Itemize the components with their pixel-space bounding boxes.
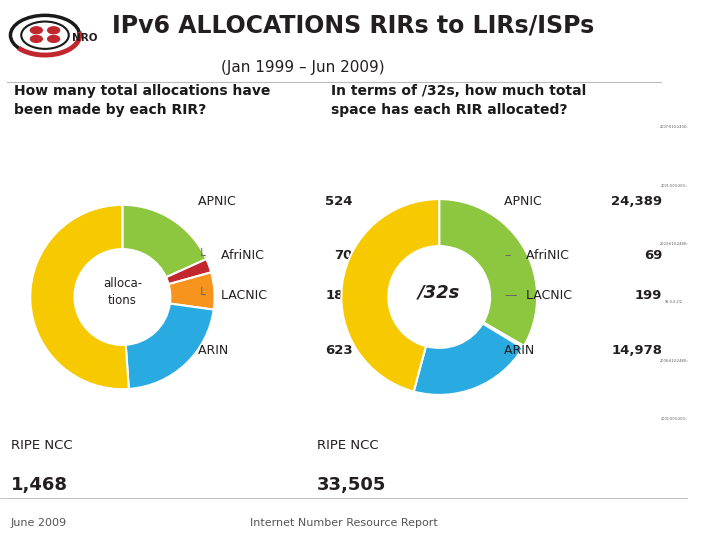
Text: 1,468: 1,468 <box>11 476 68 494</box>
Wedge shape <box>341 199 439 392</box>
Text: 187: 187 <box>325 289 353 302</box>
Circle shape <box>48 27 60 33</box>
Text: 24,389: 24,389 <box>611 195 662 208</box>
Text: 623: 623 <box>325 344 353 357</box>
Text: Number Resource Organization: Number Resource Organization <box>701 208 707 332</box>
Text: 2007:610:2400::: 2007:610:2400:: <box>660 125 688 129</box>
Text: AfriNIC: AfriNIC <box>221 249 268 262</box>
Circle shape <box>30 27 42 33</box>
Wedge shape <box>168 272 215 309</box>
Wedge shape <box>414 323 523 395</box>
Text: In terms of /32s, how much total
space has each RIR allocated?: In terms of /32s, how much total space h… <box>331 84 587 117</box>
Text: –: – <box>504 249 510 262</box>
Wedge shape <box>482 323 523 348</box>
Text: 14,978: 14,978 <box>611 344 662 357</box>
Text: APNIC: APNIC <box>504 195 546 208</box>
Wedge shape <box>126 303 214 389</box>
Text: alloca-
tions: alloca- tions <box>103 278 142 307</box>
Circle shape <box>30 36 42 42</box>
Text: RIPE NCC: RIPE NCC <box>317 438 379 451</box>
Text: LACNIC: LACNIC <box>221 289 271 302</box>
Text: 524: 524 <box>325 195 353 208</box>
Text: —: — <box>504 289 516 302</box>
Text: Internet Number Resource Report: Internet Number Resource Report <box>250 517 438 528</box>
Text: (Jan 1999 – Jun 2009): (Jan 1999 – Jun 2009) <box>221 59 385 75</box>
Wedge shape <box>122 205 207 277</box>
Text: /32s: /32s <box>418 283 460 301</box>
Text: June 2009: June 2009 <box>10 517 66 528</box>
Text: 2001:503:203::: 2001:503:203:: <box>660 184 688 187</box>
Text: 2001:503:203::: 2001:503:203:: <box>660 417 688 421</box>
Text: 2003:610:2480::: 2003:610:2480:: <box>660 242 688 246</box>
Text: LACNIC: LACNIC <box>526 289 576 302</box>
Text: 95.0.0.2/2: 95.0.0.2/2 <box>665 300 683 304</box>
Wedge shape <box>30 205 129 389</box>
Text: How many total allocations have
been made by each RIR?: How many total allocations have been mad… <box>14 84 271 117</box>
Wedge shape <box>483 322 524 347</box>
Text: └: └ <box>198 249 205 262</box>
Text: 70: 70 <box>334 249 353 262</box>
Wedge shape <box>439 199 537 346</box>
Text: 69: 69 <box>644 249 662 262</box>
Wedge shape <box>166 259 211 284</box>
Text: └: └ <box>198 289 205 302</box>
Text: ARIN: ARIN <box>198 344 233 357</box>
Text: APNIC: APNIC <box>198 195 240 208</box>
Text: RIPE NCC: RIPE NCC <box>11 438 73 451</box>
Circle shape <box>48 36 60 42</box>
Text: 33,505: 33,505 <box>317 476 386 494</box>
Text: ARIN: ARIN <box>504 344 539 357</box>
Text: 2006:610:2480::: 2006:610:2480:: <box>660 359 688 362</box>
Text: IPv6 ALLOCATIONS RIRs to LIRs/ISPs: IPv6 ALLOCATIONS RIRs to LIRs/ISPs <box>112 14 594 38</box>
Text: 199: 199 <box>635 289 662 302</box>
Text: NRO: NRO <box>72 33 98 43</box>
Text: AfriNIC: AfriNIC <box>526 249 573 262</box>
